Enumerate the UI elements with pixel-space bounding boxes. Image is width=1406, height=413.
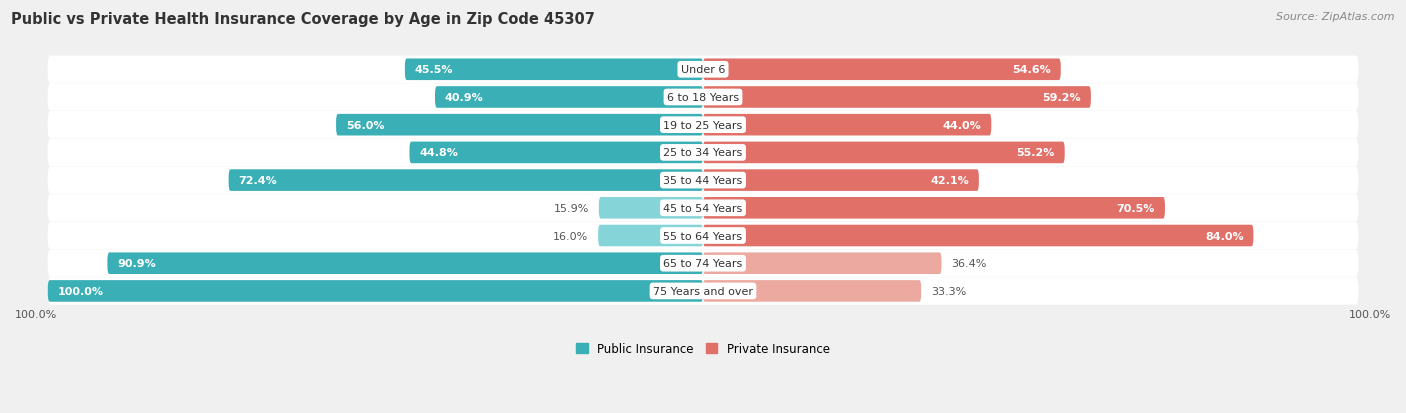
FancyBboxPatch shape — [434, 87, 703, 109]
FancyBboxPatch shape — [409, 142, 703, 164]
Text: 42.1%: 42.1% — [931, 176, 969, 186]
Text: 6 to 18 Years: 6 to 18 Years — [666, 93, 740, 103]
FancyBboxPatch shape — [405, 59, 703, 81]
Text: Under 6: Under 6 — [681, 65, 725, 75]
Text: Public vs Private Health Insurance Coverage by Age in Zip Code 45307: Public vs Private Health Insurance Cover… — [11, 12, 595, 27]
Text: 36.4%: 36.4% — [952, 259, 987, 268]
FancyBboxPatch shape — [703, 142, 1064, 164]
FancyBboxPatch shape — [599, 197, 703, 219]
Text: 72.4%: 72.4% — [239, 176, 277, 186]
FancyBboxPatch shape — [703, 253, 942, 274]
FancyBboxPatch shape — [336, 114, 703, 136]
FancyBboxPatch shape — [48, 57, 1358, 84]
Legend: Public Insurance, Private Insurance: Public Insurance, Private Insurance — [571, 337, 835, 360]
FancyBboxPatch shape — [48, 278, 1358, 305]
FancyBboxPatch shape — [107, 253, 703, 274]
FancyBboxPatch shape — [48, 222, 1358, 249]
FancyBboxPatch shape — [703, 114, 991, 136]
FancyBboxPatch shape — [703, 170, 979, 192]
Text: 44.8%: 44.8% — [419, 148, 458, 158]
FancyBboxPatch shape — [703, 87, 1091, 109]
FancyBboxPatch shape — [703, 280, 921, 302]
FancyBboxPatch shape — [48, 195, 1358, 222]
Text: 84.0%: 84.0% — [1205, 231, 1243, 241]
FancyBboxPatch shape — [229, 170, 703, 192]
FancyBboxPatch shape — [48, 84, 1358, 112]
FancyBboxPatch shape — [48, 250, 1358, 277]
FancyBboxPatch shape — [703, 59, 1060, 81]
Text: 16.0%: 16.0% — [553, 231, 588, 241]
Text: 54.6%: 54.6% — [1012, 65, 1050, 75]
Text: 33.3%: 33.3% — [931, 286, 966, 296]
Text: 75 Years and over: 75 Years and over — [652, 286, 754, 296]
Text: 19 to 25 Years: 19 to 25 Years — [664, 121, 742, 131]
FancyBboxPatch shape — [48, 112, 1358, 139]
Text: Source: ZipAtlas.com: Source: ZipAtlas.com — [1277, 12, 1395, 22]
Text: 55 to 64 Years: 55 to 64 Years — [664, 231, 742, 241]
Text: 70.5%: 70.5% — [1116, 203, 1156, 213]
FancyBboxPatch shape — [48, 280, 703, 302]
Text: 45.5%: 45.5% — [415, 65, 453, 75]
Text: 25 to 34 Years: 25 to 34 Years — [664, 148, 742, 158]
Text: 44.0%: 44.0% — [943, 121, 981, 131]
Text: 15.9%: 15.9% — [554, 203, 589, 213]
Text: 59.2%: 59.2% — [1042, 93, 1081, 103]
Text: 65 to 74 Years: 65 to 74 Years — [664, 259, 742, 268]
FancyBboxPatch shape — [48, 167, 1358, 195]
Text: 56.0%: 56.0% — [346, 121, 384, 131]
FancyBboxPatch shape — [598, 225, 703, 247]
FancyBboxPatch shape — [703, 225, 1253, 247]
Text: 35 to 44 Years: 35 to 44 Years — [664, 176, 742, 186]
FancyBboxPatch shape — [703, 197, 1166, 219]
Text: 100.0%: 100.0% — [1348, 309, 1391, 319]
Text: 55.2%: 55.2% — [1017, 148, 1054, 158]
FancyBboxPatch shape — [48, 139, 1358, 167]
Text: 40.9%: 40.9% — [444, 93, 484, 103]
Text: 90.9%: 90.9% — [117, 259, 156, 268]
Text: 45 to 54 Years: 45 to 54 Years — [664, 203, 742, 213]
Text: 100.0%: 100.0% — [58, 286, 104, 296]
Text: 100.0%: 100.0% — [15, 309, 58, 319]
